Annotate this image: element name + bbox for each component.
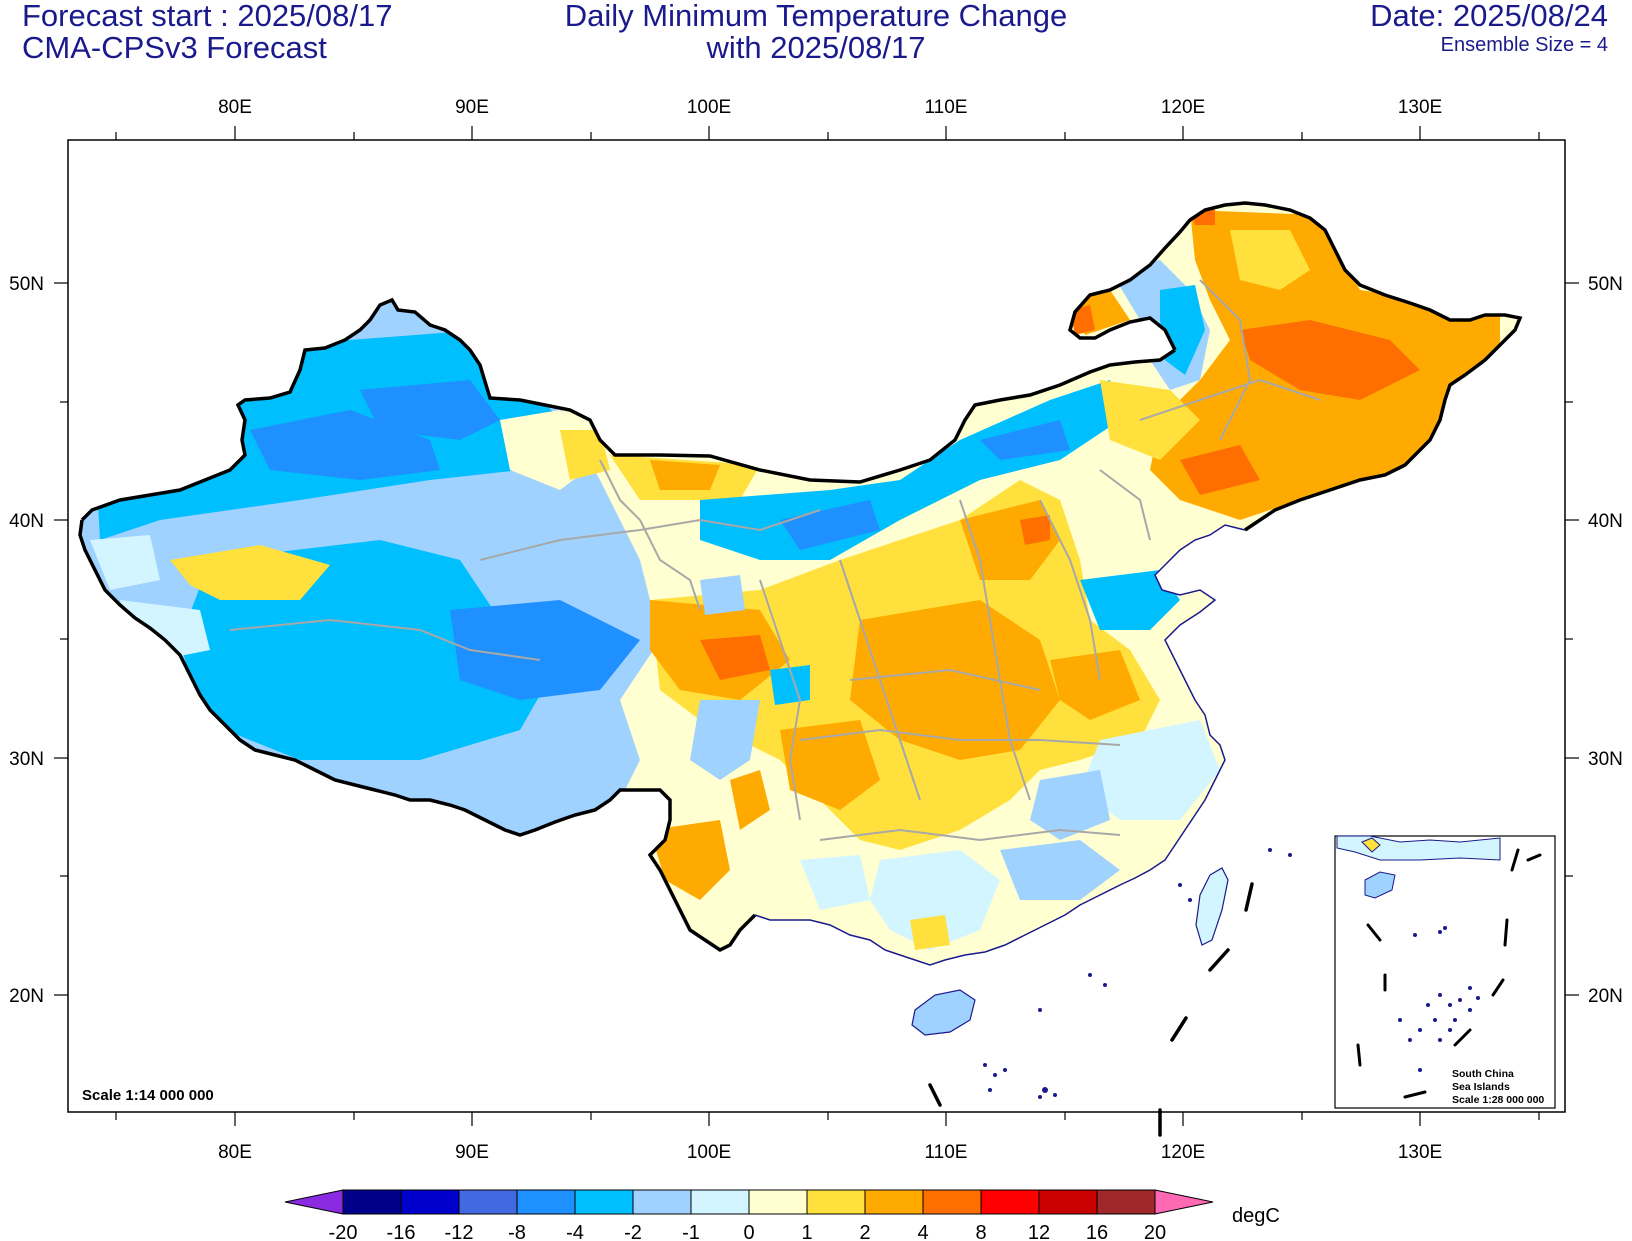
lat-label: 50N bbox=[1588, 274, 1623, 295]
colorbar-swatch bbox=[516, 1189, 576, 1215]
lon-labels-top: 80E 90E 100E 110E 120E 130E bbox=[218, 97, 1442, 118]
forecast-date-text: Date: 2025/08/24 bbox=[1370, 0, 1608, 33]
colorbar-tick-label: -16 bbox=[387, 1222, 416, 1241]
colorbar-tick-label: 20 bbox=[1144, 1222, 1166, 1241]
colorbar-swatch bbox=[690, 1189, 750, 1215]
coastline bbox=[754, 524, 1246, 966]
colorbar-swatch bbox=[1038, 1189, 1098, 1215]
lon-label: 90E bbox=[455, 1142, 489, 1163]
lat-label: 40N bbox=[1588, 511, 1623, 532]
colorbar-tick-label: 1 bbox=[801, 1222, 812, 1241]
lat-label: 30N bbox=[9, 749, 44, 770]
inset-title-2: Sea Islands bbox=[1452, 1081, 1510, 1093]
lat-label: 20N bbox=[1588, 986, 1623, 1007]
colorbar-swatch bbox=[1096, 1189, 1156, 1215]
colorbar-tick-label: -8 bbox=[508, 1222, 526, 1241]
map-title-line-1: Daily Minimum Temperature Change bbox=[564, 0, 1068, 33]
lon-label: 110E bbox=[925, 1142, 968, 1163]
china-border bbox=[78, 201, 1523, 953]
colorbar-swatch bbox=[864, 1189, 924, 1215]
south-china-sea-inset: South China Sea Islands Scale 1:28 000 0… bbox=[1334, 835, 1556, 1109]
lon-label: 110E bbox=[925, 97, 968, 118]
lon-label: 120E bbox=[1161, 1142, 1205, 1163]
colorbar-tick-label: 12 bbox=[1028, 1222, 1050, 1241]
lat-label: 40N bbox=[9, 511, 44, 532]
colorbar-swatch bbox=[574, 1189, 634, 1215]
axis-ticks bbox=[54, 126, 1579, 1126]
model-name-text: CMA-CPSv3 Forecast bbox=[22, 30, 327, 65]
taiwan-island bbox=[1195, 867, 1229, 946]
forecast-start-text: Forecast start : 2025/08/17 bbox=[22, 0, 393, 33]
colorbar-tick-label: 4 bbox=[917, 1222, 928, 1241]
lon-label: 90E bbox=[455, 97, 489, 118]
colorbar-swatch bbox=[980, 1189, 1040, 1215]
lon-label: 80E bbox=[218, 97, 252, 118]
colorbar-tick-label: 16 bbox=[1086, 1222, 1108, 1241]
ensemble-size-text: Ensemble Size = 4 bbox=[1440, 34, 1608, 56]
colorbar-tick-label: 0 bbox=[743, 1222, 754, 1241]
lon-labels-bottom: 80E 90E 100E 110E 120E 130E bbox=[218, 1142, 1442, 1163]
colorbar-tick-label: -4 bbox=[566, 1222, 584, 1241]
colorbar-upper-arrow bbox=[1154, 1189, 1214, 1215]
lat-labels-left: 50N 40N 30N 20N bbox=[9, 274, 44, 1007]
inset-title-1: South China bbox=[1452, 1068, 1514, 1080]
lon-label: 120E bbox=[1161, 97, 1205, 118]
inset-scale: Scale 1:28 000 000 bbox=[1452, 1094, 1544, 1106]
colorbar-tick-label: 2 bbox=[859, 1222, 870, 1241]
dashed-boundary bbox=[928, 882, 1254, 1137]
colorbar-unit: degC bbox=[1232, 1205, 1280, 1227]
map-scale-text: Scale 1:14 000 000 bbox=[82, 1087, 214, 1104]
colorbar-swatch bbox=[806, 1189, 866, 1215]
colorbar-swatch bbox=[458, 1189, 518, 1215]
colorbar-tick-label: -1 bbox=[682, 1222, 700, 1241]
colorbar-swatch bbox=[922, 1189, 982, 1215]
colorbar-tick-label: -20 bbox=[329, 1222, 358, 1241]
lon-label: 80E bbox=[218, 1142, 252, 1163]
colorbar: -20 -16 -12 -8 -4 -2 -1 0 1 2 4 8 12 16 20 bbox=[284, 1189, 1214, 1241]
colorbar-swatch bbox=[342, 1189, 402, 1215]
colorbar-swatch bbox=[748, 1189, 808, 1215]
province-borders bbox=[229, 279, 1321, 842]
lon-label: 100E bbox=[687, 97, 731, 118]
lat-label: 30N bbox=[1588, 749, 1623, 770]
map-title-line-2: with 2025/08/17 bbox=[706, 30, 926, 65]
colorbar-lower-arrow bbox=[284, 1189, 344, 1215]
lon-label: 130E bbox=[1398, 1142, 1442, 1163]
south-sea-islands bbox=[983, 848, 1292, 1099]
lat-label: 20N bbox=[9, 986, 44, 1007]
colorbar-swatch bbox=[400, 1189, 460, 1215]
lat-label: 50N bbox=[9, 274, 44, 295]
lat-labels-right: 50N 40N 30N 20N bbox=[1588, 274, 1623, 1007]
lon-label: 100E bbox=[687, 1142, 731, 1163]
lon-label: 130E bbox=[1398, 97, 1442, 118]
colorbar-tick-label: -2 bbox=[624, 1222, 642, 1241]
hainan-island bbox=[911, 989, 976, 1036]
colorbar-swatch bbox=[632, 1189, 692, 1215]
colorbar-tick-label: 8 bbox=[975, 1222, 986, 1241]
colorbar-tick-label: -12 bbox=[445, 1222, 474, 1241]
